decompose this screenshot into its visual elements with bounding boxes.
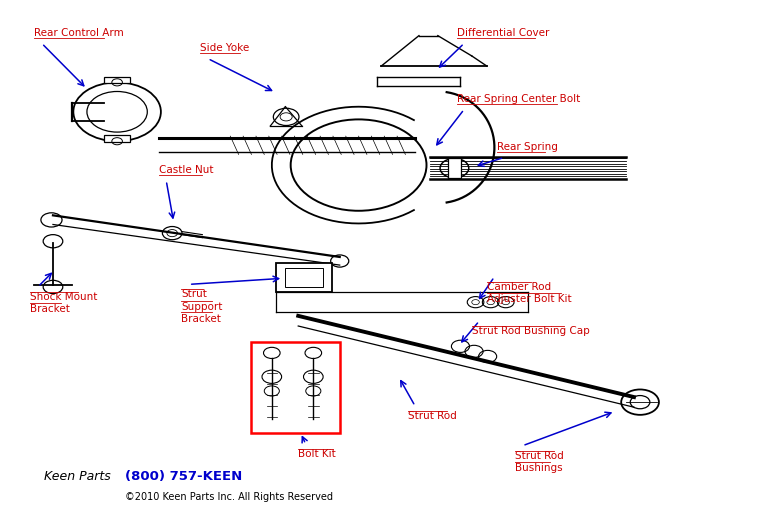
- Text: Shock Mount
Bracket: Shock Mount Bracket: [30, 292, 98, 314]
- Text: Strut Rod
Bushings: Strut Rod Bushings: [515, 451, 564, 473]
- Text: Rear Spring: Rear Spring: [497, 142, 557, 152]
- Text: (800) 757-KEEN: (800) 757-KEEN: [125, 470, 242, 483]
- Text: Strut Rod Bushing Cap: Strut Rod Bushing Cap: [472, 326, 590, 336]
- Text: Bolt Kit: Bolt Kit: [298, 449, 336, 459]
- Text: Side Yoke: Side Yoke: [200, 44, 249, 53]
- Text: ©2010 Keen Parts Inc. All Rights Reserved: ©2010 Keen Parts Inc. All Rights Reserve…: [125, 492, 333, 501]
- Text: Keen Parts: Keen Parts: [44, 470, 111, 483]
- Bar: [276, 263, 332, 292]
- Text: Differential Cover: Differential Cover: [457, 28, 549, 38]
- Bar: [104, 135, 130, 142]
- Text: Rear Spring Center Bolt: Rear Spring Center Bolt: [457, 94, 580, 104]
- Text: Strut Rod: Strut Rod: [407, 411, 457, 421]
- Bar: [286, 268, 323, 287]
- Text: Camber Rod
Adjuster Bolt Kit: Camber Rod Adjuster Bolt Kit: [487, 282, 571, 304]
- Bar: [104, 77, 130, 83]
- Text: Rear Control Arm: Rear Control Arm: [34, 28, 124, 38]
- Bar: [252, 342, 340, 433]
- Bar: [447, 158, 461, 178]
- Text: Strut
Support
Bracket: Strut Support Bracket: [181, 290, 223, 324]
- Text: Castle Nut: Castle Nut: [159, 165, 213, 175]
